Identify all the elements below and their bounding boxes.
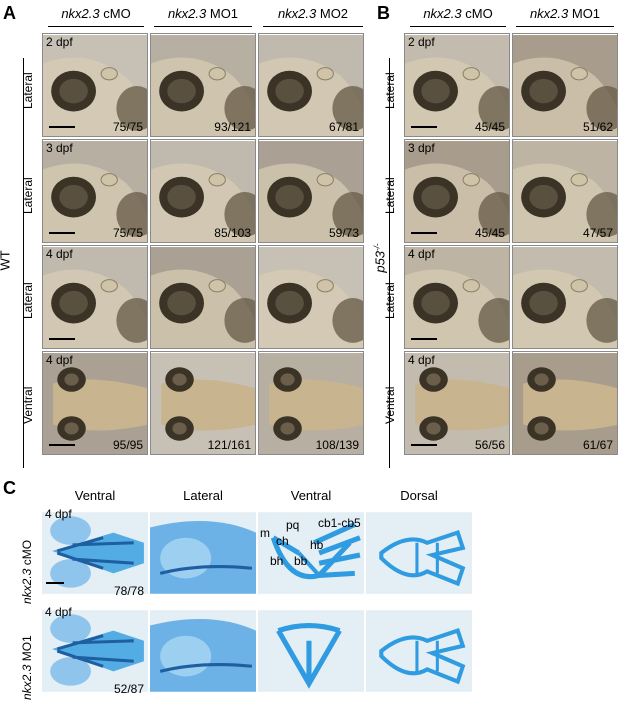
ratio-count: 51/62 — [582, 120, 613, 134]
ratio-count: 78/78 — [113, 584, 144, 598]
ratio-count: 45/45 — [474, 120, 505, 134]
panel-b-image-r3-c1: 4 dpf — [404, 245, 510, 349]
cartilage-label-bb: bb — [294, 554, 308, 568]
ratio-count: 59/73 — [328, 226, 359, 240]
panel-c-image-r2-c4 — [366, 604, 472, 698]
panel-a-image-r4-c3: 108/139 — [258, 351, 364, 455]
scale-bar — [49, 338, 75, 340]
scale-bar — [411, 444, 437, 446]
stage-label: 3 dpf — [46, 141, 73, 155]
stage-label: 2 dpf — [46, 35, 73, 49]
panel-c-row2-label: nkx2.3 MO1 — [20, 635, 34, 700]
ratio-count: 75/75 — [112, 226, 143, 240]
panel-a-row4-view: Ventral — [21, 386, 35, 424]
panel-c-col4-header: Dorsal — [400, 488, 438, 503]
cartilage-label-ch: ch — [276, 534, 289, 548]
cartilage-label-pq: pq — [286, 518, 300, 532]
scale-bar — [411, 126, 437, 128]
stage-label: 4 dpf — [408, 247, 435, 261]
panel-b-image-r2-c1: 3 dpf 45/45 — [404, 139, 510, 243]
panel-b-image-r4-c1: 4 dpf 56/56 — [404, 351, 510, 455]
ratio-count: 108/139 — [315, 438, 359, 452]
stage-label: 2 dpf — [408, 35, 435, 49]
panel-b-image-r1-c2: 51/62 — [512, 33, 618, 137]
panel-a-col3-header: nkx2.3 MO2 — [277, 6, 349, 21]
ratio-count: 95/95 — [112, 438, 143, 452]
ratio-count: 75/75 — [112, 120, 143, 134]
panel-a-row3-view: Lateral — [21, 282, 35, 319]
panel-a-row2-view: Lateral — [21, 177, 35, 214]
ratio-count: 93/121 — [214, 120, 251, 134]
panel-b-letter: B — [377, 3, 390, 23]
panel-a-row1-view: Lateral — [21, 72, 35, 109]
panel-a-image-r3-c3 — [258, 245, 364, 349]
panel-c-image-r1-c4 — [366, 506, 472, 600]
cartilage-label-bh: bh — [270, 554, 284, 568]
panel-b-col2-header: nkx2.3 MO1 — [529, 6, 601, 21]
panel-c-image-r2-c1: 4 dpf 52/87 — [42, 604, 148, 698]
panel-a-image-r1-c2: 93/121 — [150, 33, 256, 137]
stage-label: 4 dpf — [408, 353, 435, 367]
stage-label: 4 dpf — [46, 353, 73, 367]
panel-c-col3-header: Ventral — [290, 488, 332, 503]
panel-c-image-r2-c2 — [150, 604, 256, 698]
panel-b-row2-view: Lateral — [383, 177, 397, 214]
panel-a-group-label: WT — [0, 250, 13, 271]
panel-b-image-r1-c1: 2 dpf 45/45 — [404, 33, 510, 137]
stage-label: 3 dpf — [408, 141, 435, 155]
cartilage-label-cb: cb1-cb5 — [318, 516, 361, 530]
panel-b-image-r2-c2: 47/57 — [512, 139, 618, 243]
stage-label: 4 dpf — [45, 507, 72, 521]
scale-bar — [49, 126, 75, 128]
panel-b-group-label: p53-/- — [372, 243, 388, 273]
panel-a-image-r1-c1: 2 dpf 75/75 — [42, 33, 148, 137]
panel-a-image-r4-c2: 121/161 — [150, 351, 256, 455]
stage-label: 4 dpf — [46, 247, 73, 261]
panel-a-letter: A — [3, 3, 16, 23]
panel-c-col1-header: Ventral — [74, 488, 116, 503]
ratio-count: 67/81 — [328, 120, 359, 134]
panel-b-image-r4-c2: 61/67 — [512, 351, 618, 455]
ratio-count: 56/56 — [474, 438, 505, 452]
panel-c-image-r2-c3 — [258, 604, 364, 698]
panel-a-col1-header: nkx2.3 cMO — [61, 6, 131, 21]
scale-bar — [411, 338, 437, 340]
panel-c-letter: C — [3, 478, 16, 498]
panel-b-image-r3-c2 — [512, 245, 618, 349]
panel-a-image-r2-c3: 59/73 — [258, 139, 364, 243]
ratio-count: 121/161 — [207, 438, 251, 452]
cartilage-label-m: m — [260, 526, 270, 540]
panel-c-col2-header: Lateral — [183, 488, 223, 503]
panel-a-image-r4-c1: 4 dpf 95/95 — [42, 351, 148, 455]
stage-label: 4 dpf — [45, 605, 72, 619]
panel-c-image-r1-c3: m pq cb1-cb5 ch hb bh bb — [258, 506, 364, 600]
panel-a-image-r2-c2: 85/103 — [150, 139, 256, 243]
panel-a-image-r3-c1: 4 dpf — [42, 245, 148, 349]
panel-c-row1-label: nkx2.3 cMO — [20, 539, 34, 604]
panel-b-row4-view: Ventral — [383, 386, 397, 424]
scale-bar — [49, 444, 75, 446]
panel-a-image-r2-c1: 3 dpf 75/75 — [42, 139, 148, 243]
panel-a-col2-header: nkx2.3 MO1 — [167, 6, 239, 21]
cartilage-label-hb: hb — [310, 538, 324, 552]
ratio-count: 47/57 — [582, 226, 613, 240]
scale-bar — [46, 582, 64, 584]
panel-a-image-r3-c2 — [150, 245, 256, 349]
ratio-count: 45/45 — [474, 226, 505, 240]
ratio-count: 85/103 — [214, 226, 251, 240]
scale-bar — [411, 232, 437, 234]
panel-b-row3-view: Lateral — [383, 282, 397, 319]
scale-bar — [49, 232, 75, 234]
panel-b-col1-header: nkx2.3 cMO — [423, 6, 493, 21]
panel-c-image-r1-c1: 4 dpf 78/78 — [42, 506, 148, 600]
panel-b-row1-view: Lateral — [383, 72, 397, 109]
panel-a-image-r1-c3: 67/81 — [258, 33, 364, 137]
panel-c-image-r1-c2 — [150, 506, 256, 600]
ratio-count: 61/67 — [582, 438, 613, 452]
ratio-count: 52/87 — [113, 682, 144, 696]
